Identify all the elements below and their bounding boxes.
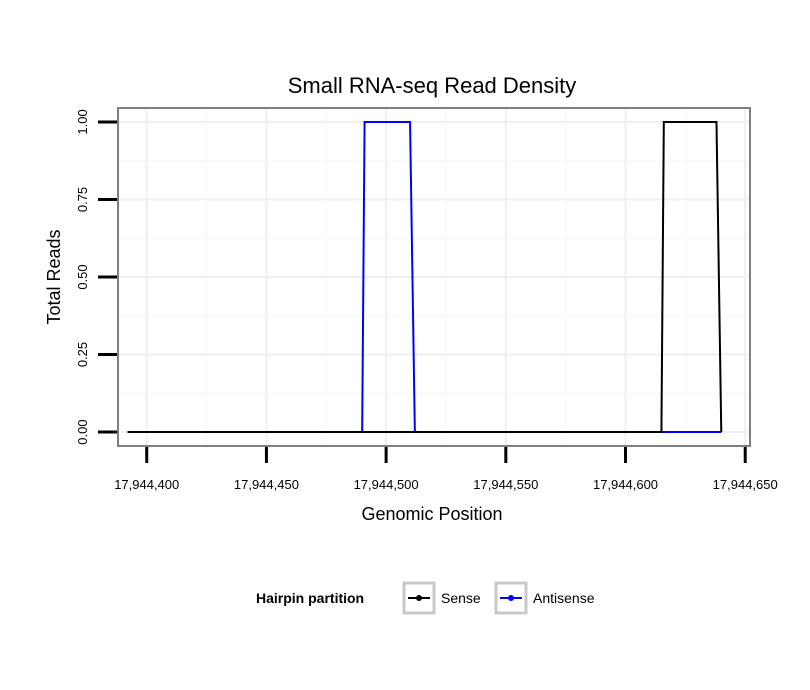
legend-label: Sense [441, 590, 481, 606]
grid-lines [118, 108, 750, 446]
y-tick-label: 0.75 [75, 187, 90, 212]
x-tick-label: 17,944,650 [713, 477, 778, 492]
legend-item-antisense: Antisense [494, 581, 595, 615]
chart-title: Small RNA-seq Read Density [288, 73, 577, 98]
y-tick-label: 1.00 [75, 109, 90, 134]
x-tick-label: 17,944,600 [593, 477, 658, 492]
y-tick-label: 0.00 [75, 419, 90, 444]
x-tick-label: 17,944,500 [354, 477, 419, 492]
x-axis: 17,944,400 17,944,450 17,944,500 17,944,550… [114, 447, 778, 492]
y-axis: 0.00 0.25 0.50 0.75 1.00 [75, 109, 117, 445]
plot-border [117, 107, 751, 447]
legend-key-dot [508, 595, 514, 601]
legend-item-sense: Sense [402, 581, 481, 615]
x-tick-label: 17,944,550 [473, 477, 538, 492]
legend-title: Hairpin partition [256, 590, 364, 606]
y-axis-title: Total Reads [44, 229, 64, 324]
legend-label: Antisense [533, 590, 595, 606]
series-lines [127, 120, 723, 434]
series-line-sense [127, 120, 723, 434]
legend-key-dot [416, 595, 422, 601]
x-tick-label: 17,944,450 [234, 477, 299, 492]
legend-items: Sense Antisense [402, 581, 595, 615]
x-tick-label: 17,944,400 [114, 477, 179, 492]
legend: Hairpin partition Sense Antisense [256, 581, 595, 615]
y-tick-label: 0.25 [75, 342, 90, 367]
x-axis-title: Genomic Position [361, 504, 502, 524]
y-tick-label: 0.50 [75, 264, 90, 289]
